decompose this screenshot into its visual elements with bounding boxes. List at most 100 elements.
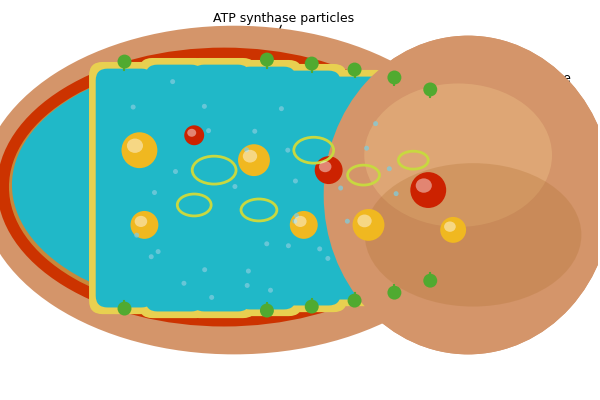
Text: Granules: Granules [24, 141, 90, 161]
FancyBboxPatch shape [283, 71, 341, 306]
Ellipse shape [0, 26, 488, 354]
Ellipse shape [155, 249, 161, 254]
Ellipse shape [64, 88, 445, 203]
Ellipse shape [202, 104, 207, 109]
Ellipse shape [315, 156, 343, 184]
FancyBboxPatch shape [395, 90, 466, 286]
Ellipse shape [364, 84, 552, 227]
FancyBboxPatch shape [319, 70, 390, 306]
Ellipse shape [418, 43, 478, 332]
Ellipse shape [0, 48, 451, 326]
FancyBboxPatch shape [238, 67, 296, 310]
FancyBboxPatch shape [326, 77, 383, 300]
Ellipse shape [373, 121, 378, 126]
Ellipse shape [440, 217, 466, 243]
Ellipse shape [238, 144, 270, 176]
FancyBboxPatch shape [89, 62, 160, 314]
Ellipse shape [294, 213, 299, 218]
Ellipse shape [347, 294, 362, 308]
FancyBboxPatch shape [193, 65, 250, 312]
Ellipse shape [427, 60, 469, 314]
Ellipse shape [202, 267, 207, 272]
Ellipse shape [364, 84, 552, 227]
Ellipse shape [423, 82, 437, 96]
Ellipse shape [131, 104, 136, 110]
Ellipse shape [127, 138, 143, 153]
Ellipse shape [433, 72, 463, 302]
Ellipse shape [187, 129, 196, 137]
Ellipse shape [170, 79, 175, 84]
Text: cristae: cristae [77, 172, 120, 192]
Ellipse shape [364, 146, 369, 151]
Ellipse shape [416, 178, 432, 193]
Ellipse shape [286, 243, 291, 248]
Ellipse shape [423, 274, 437, 288]
FancyBboxPatch shape [401, 96, 459, 280]
Ellipse shape [293, 178, 298, 184]
Ellipse shape [152, 190, 157, 195]
Ellipse shape [319, 161, 331, 172]
Ellipse shape [206, 128, 211, 133]
Text: Ribosome: Ribosome [24, 170, 86, 182]
FancyBboxPatch shape [139, 58, 210, 318]
Ellipse shape [122, 132, 157, 168]
Ellipse shape [365, 163, 581, 306]
Ellipse shape [260, 52, 274, 66]
Ellipse shape [12, 60, 430, 310]
Text: Inner membrane: Inner membrane [388, 92, 568, 126]
Ellipse shape [317, 246, 322, 251]
FancyBboxPatch shape [146, 65, 203, 312]
Ellipse shape [358, 214, 371, 227]
Ellipse shape [294, 216, 307, 227]
Ellipse shape [252, 129, 257, 134]
Ellipse shape [394, 191, 398, 196]
Ellipse shape [244, 147, 249, 152]
Ellipse shape [347, 62, 362, 76]
Ellipse shape [388, 70, 401, 84]
Ellipse shape [260, 304, 274, 318]
Ellipse shape [130, 211, 158, 239]
Ellipse shape [338, 186, 343, 190]
Ellipse shape [181, 281, 187, 286]
Ellipse shape [173, 169, 178, 174]
Text: Matrix: Matrix [181, 114, 220, 157]
Ellipse shape [246, 268, 251, 274]
FancyBboxPatch shape [96, 69, 153, 308]
Text: Outer membrane: Outer membrane [400, 72, 571, 108]
Text: DNA: DNA [228, 28, 256, 78]
FancyBboxPatch shape [185, 58, 257, 318]
Ellipse shape [243, 150, 257, 162]
Ellipse shape [118, 54, 131, 68]
Ellipse shape [285, 148, 290, 153]
Ellipse shape [325, 256, 331, 261]
FancyBboxPatch shape [365, 84, 423, 292]
Ellipse shape [387, 166, 392, 171]
Ellipse shape [305, 56, 319, 70]
Ellipse shape [232, 184, 238, 189]
Text: ATP synthase particles: ATP synthase particles [213, 12, 355, 98]
FancyBboxPatch shape [232, 60, 302, 316]
Ellipse shape [134, 216, 147, 227]
Ellipse shape [134, 233, 139, 238]
Ellipse shape [365, 163, 581, 306]
Ellipse shape [279, 106, 284, 111]
Ellipse shape [245, 283, 250, 288]
Ellipse shape [149, 254, 154, 259]
Ellipse shape [118, 302, 131, 316]
Ellipse shape [323, 36, 600, 354]
Ellipse shape [388, 286, 401, 300]
Ellipse shape [292, 219, 297, 224]
FancyBboxPatch shape [359, 78, 430, 298]
Ellipse shape [345, 219, 350, 224]
Ellipse shape [410, 172, 446, 208]
Ellipse shape [209, 295, 214, 300]
Ellipse shape [290, 211, 318, 239]
Ellipse shape [323, 36, 600, 354]
Ellipse shape [184, 125, 204, 145]
Ellipse shape [444, 222, 456, 232]
Ellipse shape [305, 300, 319, 314]
FancyBboxPatch shape [276, 64, 347, 312]
Ellipse shape [9, 60, 439, 314]
Ellipse shape [41, 179, 447, 310]
Ellipse shape [353, 209, 385, 241]
